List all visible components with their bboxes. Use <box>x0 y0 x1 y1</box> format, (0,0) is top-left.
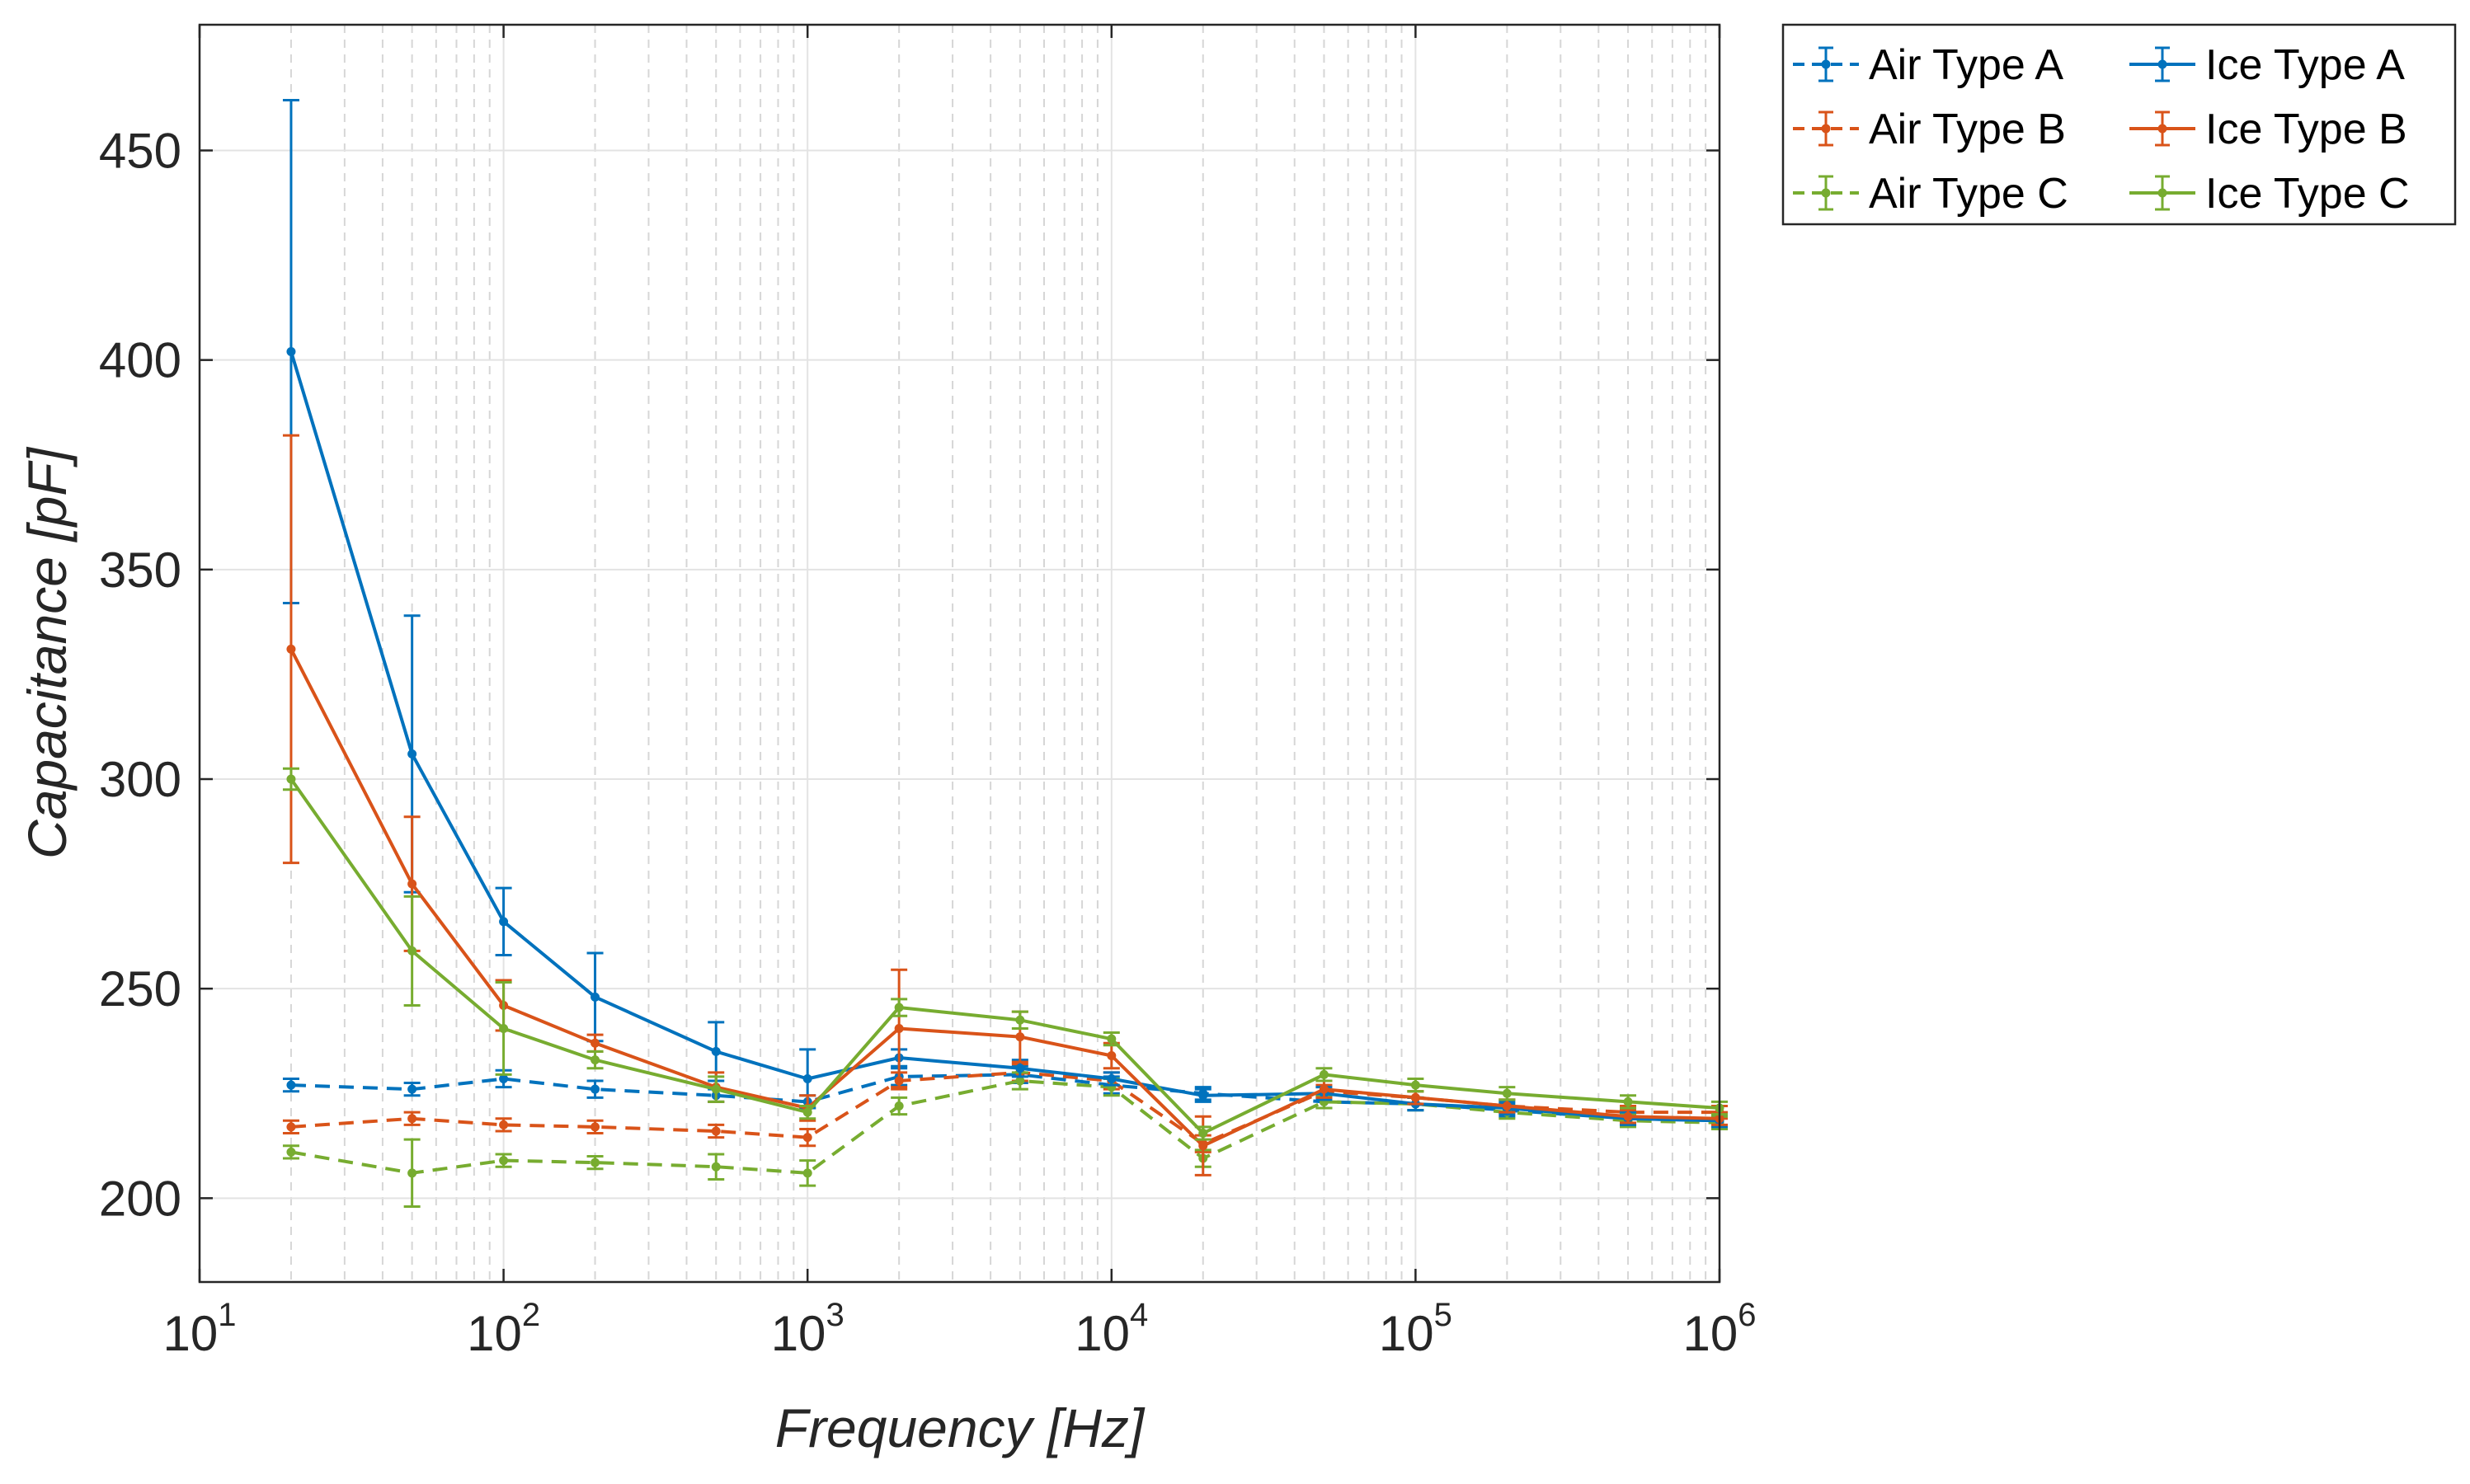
legend-swatch-marker <box>2157 59 2167 69</box>
series-ice-type-c <box>282 767 1728 1141</box>
axes-box <box>198 23 1721 1284</box>
data-point <box>711 1084 721 1094</box>
data-point <box>590 1055 600 1065</box>
legend-entry-air-type-c: Air Type C <box>1793 170 2068 218</box>
series-line <box>290 1079 1720 1175</box>
data-point <box>1502 1101 1512 1111</box>
data-point <box>407 1084 417 1094</box>
data-point <box>286 1147 296 1157</box>
data-point <box>407 879 417 889</box>
data-point <box>1015 1032 1025 1042</box>
data-point <box>499 1023 509 1033</box>
y-tick-label: 300 <box>99 752 181 807</box>
data-point <box>1198 1091 1208 1101</box>
y-tick-label: 400 <box>99 333 181 388</box>
legend: Air Type A Air Type B Air Type C Ice Type A… <box>1781 23 2457 226</box>
data-point <box>711 1046 721 1056</box>
data-point <box>286 347 296 356</box>
legend-swatch-marker <box>1821 59 1831 69</box>
legend-label: Air Type A <box>1869 41 2063 89</box>
series-group <box>282 99 1728 1208</box>
data-point <box>286 1122 296 1132</box>
legend-label: Air Type C <box>1869 170 2068 218</box>
data-point <box>894 1101 904 1111</box>
data-point <box>286 644 296 654</box>
data-point <box>802 1107 812 1117</box>
data-point <box>590 1158 600 1167</box>
data-point <box>802 1133 812 1143</box>
data-point <box>499 1156 509 1166</box>
y-tick-label: 450 <box>99 124 181 179</box>
data-point <box>1319 1084 1329 1094</box>
x-tick-label: 104 <box>1075 1297 1148 1361</box>
data-point <box>1502 1088 1512 1098</box>
data-point <box>407 1114 417 1124</box>
data-point <box>590 992 600 1002</box>
y-axis-title: Capacitance [pF] <box>16 446 78 859</box>
data-point <box>590 1084 600 1094</box>
data-point <box>1410 1080 1420 1090</box>
data-point <box>590 1122 600 1132</box>
data-point <box>1015 1064 1025 1073</box>
legend-entry-air-type-b: Air Type B <box>1793 106 2066 153</box>
data-point <box>894 1003 904 1012</box>
data-point <box>802 1073 812 1083</box>
data-point <box>1623 1111 1633 1121</box>
data-point <box>1410 1092 1420 1102</box>
data-point <box>590 1038 600 1048</box>
x-tick-label: 101 <box>163 1297 237 1361</box>
legend-swatch-marker <box>1821 188 1831 198</box>
legend-label: Air Type B <box>1869 106 2066 153</box>
data-point <box>1319 1069 1329 1079</box>
x-tick-label: 103 <box>771 1297 845 1361</box>
y-tick-label: 350 <box>99 542 181 598</box>
legend-swatch-marker <box>2157 188 2167 198</box>
data-point <box>894 1023 904 1033</box>
data-point <box>1198 1129 1208 1139</box>
tick-marks <box>198 25 1721 1282</box>
y-tick-label: 200 <box>99 1171 181 1226</box>
data-point <box>1015 1015 1025 1025</box>
minor-grid <box>289 25 1707 1282</box>
data-point <box>499 1073 509 1083</box>
series-line <box>290 1073 1720 1123</box>
plot-area <box>200 25 1720 1282</box>
y-tick-label: 250 <box>99 961 181 1017</box>
legend-swatch-marker <box>2157 124 2167 134</box>
legend-entry-ice-type-c: Ice Type C <box>2129 170 2410 218</box>
data-point <box>499 1120 509 1129</box>
x-tick-label: 105 <box>1379 1297 1452 1361</box>
legend-label: Ice Type A <box>2205 41 2405 89</box>
data-point <box>407 749 417 758</box>
data-point <box>711 1162 721 1172</box>
data-point <box>711 1126 721 1136</box>
data-point <box>1107 1051 1117 1060</box>
legend-swatch-marker <box>1821 124 1831 134</box>
x-axis-title: Frequency [Hz] <box>775 1397 1146 1458</box>
legend-label: Ice Type B <box>2205 106 2407 153</box>
legend-entry-air-type-a: Air Type A <box>1793 41 2063 89</box>
legend-entry-ice-type-a: Ice Type A <box>2129 41 2405 89</box>
data-point <box>1198 1141 1208 1151</box>
data-point <box>802 1168 812 1178</box>
x-tick-label: 106 <box>1683 1297 1757 1361</box>
data-point <box>1015 1076 1025 1086</box>
data-point <box>286 1080 296 1090</box>
data-point <box>1623 1097 1633 1106</box>
series-ice-type-a <box>282 99 1728 1129</box>
data-point <box>407 1168 417 1178</box>
data-point <box>499 917 509 927</box>
data-point <box>1107 1034 1117 1044</box>
legend-entry-ice-type-b: Ice Type B <box>2129 106 2407 153</box>
data-point <box>1107 1073 1117 1083</box>
data-point <box>286 774 296 784</box>
legend-label: Ice Type C <box>2205 170 2410 218</box>
legend-box <box>1781 23 2457 226</box>
x-tick-label: 102 <box>467 1297 540 1361</box>
data-point <box>407 946 417 956</box>
